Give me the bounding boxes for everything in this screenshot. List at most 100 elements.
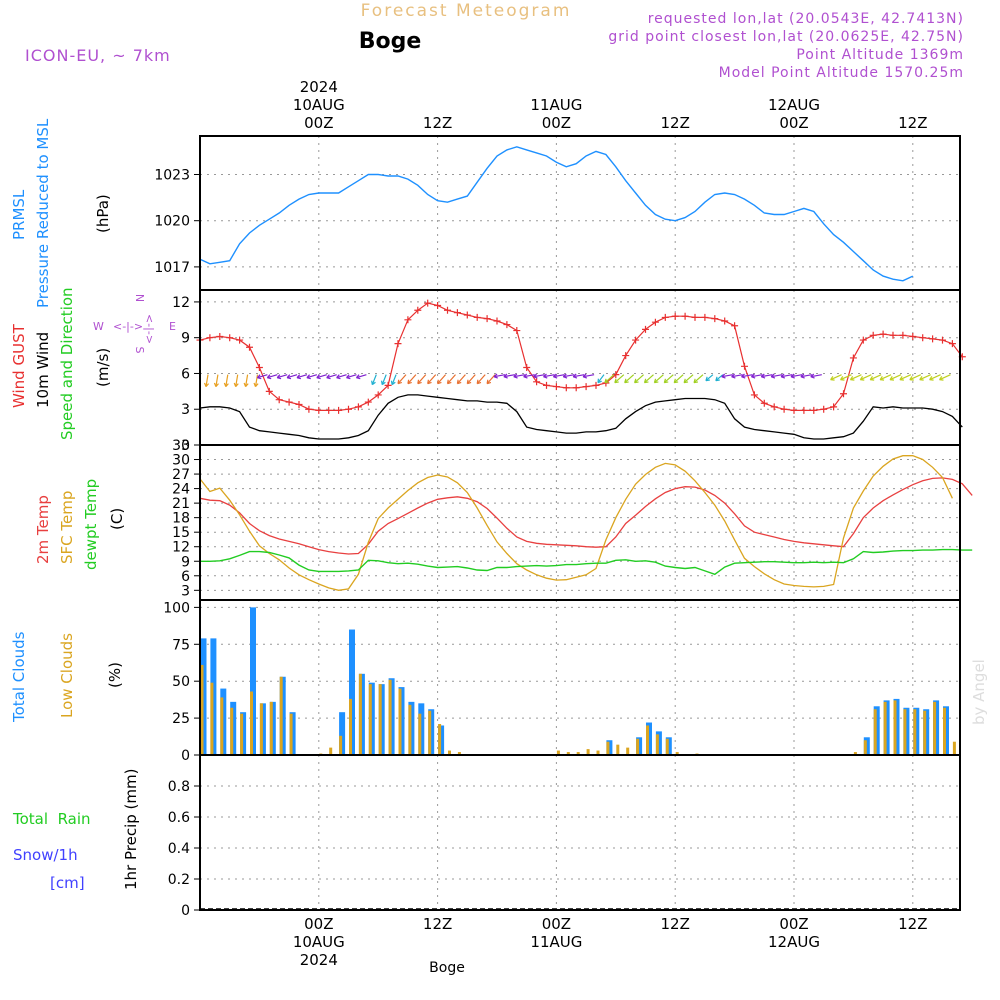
gust-marker bbox=[325, 406, 333, 414]
gust-marker bbox=[246, 343, 253, 351]
wind-arrow bbox=[417, 374, 427, 385]
wind-arrow bbox=[850, 374, 862, 381]
rain-label: Total Rain bbox=[12, 810, 91, 828]
y-tick-label: 50 bbox=[172, 674, 190, 690]
low-cloud-bar bbox=[646, 725, 649, 755]
requested-coords: requested lon,lat (20.0543E, 42.7413N) bbox=[648, 11, 964, 27]
gust-marker bbox=[315, 406, 323, 414]
wind-arrow bbox=[810, 374, 822, 378]
wind-arrowhead bbox=[446, 379, 452, 385]
pressure-name1: PRMSL bbox=[10, 189, 28, 240]
wind-arrowhead bbox=[296, 374, 302, 380]
model-label: ICON-EU, ~ 7km bbox=[25, 46, 171, 65]
bottom-time-label: 2024 bbox=[300, 951, 338, 969]
low-cloud-bar bbox=[418, 713, 422, 755]
wind-arrow bbox=[939, 374, 951, 381]
compass-w: W bbox=[93, 320, 104, 333]
wind-arrowhead bbox=[939, 376, 944, 381]
gust-marker bbox=[790, 406, 798, 414]
wind-arrowhead bbox=[614, 378, 619, 384]
gust-marker bbox=[760, 399, 768, 407]
wind-arrowhead bbox=[705, 376, 710, 382]
wind-arrowhead bbox=[800, 373, 805, 379]
wind-arrowhead bbox=[919, 376, 924, 381]
gust-marker bbox=[929, 335, 937, 343]
speed-dir-label: Speed and Direction bbox=[58, 287, 76, 440]
panel-frame bbox=[199, 289, 961, 446]
bottom-time-label: 12Z bbox=[423, 915, 452, 933]
wind-arrow bbox=[447, 374, 456, 385]
grid-layer bbox=[200, 136, 960, 911]
gust-marker bbox=[731, 322, 739, 330]
low-cloud-bar bbox=[952, 741, 956, 755]
wind-arrowhead bbox=[203, 382, 210, 388]
wind-arrowhead bbox=[899, 376, 904, 381]
gust-marker bbox=[345, 405, 352, 413]
low-cloud-bar bbox=[368, 684, 372, 755]
pressure-unit: (hPa) bbox=[94, 194, 112, 233]
wind-arrowhead bbox=[715, 376, 720, 382]
wind-arrow bbox=[277, 374, 288, 379]
wind-arrow bbox=[929, 374, 941, 381]
gust-marker bbox=[444, 306, 451, 314]
bottom-time-label: 10AUG bbox=[293, 933, 345, 951]
low-cloud-bar bbox=[853, 752, 857, 755]
wind-arrow bbox=[879, 374, 892, 381]
wind-arrow bbox=[663, 374, 674, 384]
gust-marker bbox=[424, 299, 432, 307]
wind-arrow bbox=[215, 374, 219, 387]
model-altitude: Model Point Altitude 1570.25m bbox=[719, 65, 964, 81]
wind-arrow bbox=[693, 374, 704, 384]
gust-marker bbox=[533, 378, 541, 386]
wind-arrowhead bbox=[233, 382, 239, 388]
footer-location: Boge bbox=[429, 960, 465, 976]
wind-arrow bbox=[573, 374, 585, 378]
y-tick-label: 0 bbox=[181, 903, 190, 919]
gust-marker bbox=[840, 390, 847, 398]
wind-arrow bbox=[582, 374, 595, 378]
wind-arrowhead bbox=[407, 379, 412, 385]
top-time-label: 12Z bbox=[423, 114, 452, 132]
wind-arrow bbox=[721, 374, 733, 378]
gust-marker bbox=[899, 331, 907, 339]
wind-arrowhead bbox=[790, 373, 795, 379]
wind-arrowhead bbox=[840, 376, 845, 381]
wind-arrowhead bbox=[523, 373, 528, 379]
wind-arrow bbox=[869, 374, 882, 381]
wind-unit: (m/s) bbox=[94, 348, 112, 387]
low-cloud-bar bbox=[358, 673, 362, 755]
wind-arrowhead bbox=[909, 376, 914, 381]
wind-arrowhead bbox=[849, 376, 855, 381]
gust-marker bbox=[275, 396, 283, 404]
gust-marker bbox=[523, 364, 531, 371]
y-tick-label: 75 bbox=[172, 637, 190, 653]
low-cloud-bar bbox=[259, 703, 263, 755]
wind-arrow bbox=[624, 374, 635, 384]
bottom-time-label: 00Z bbox=[542, 915, 571, 933]
wind-arrow bbox=[731, 374, 743, 378]
wind-arrow bbox=[245, 374, 249, 387]
gridpoint-coords: grid point closest lon,lat (20.0625E, 42… bbox=[608, 29, 964, 45]
wind-arrowhead bbox=[741, 373, 746, 379]
y-tick-label: 15 bbox=[172, 525, 190, 541]
wind-arrowhead bbox=[390, 380, 396, 386]
wind-arrowhead bbox=[243, 382, 249, 388]
gust-marker bbox=[671, 312, 679, 320]
gust-marker bbox=[721, 317, 729, 325]
gust-marker bbox=[939, 336, 946, 344]
wind-arrowhead bbox=[653, 378, 659, 384]
gust-label: Wind GUST bbox=[10, 323, 28, 408]
panel-frame bbox=[199, 599, 961, 756]
wind-arrowhead bbox=[316, 374, 321, 380]
bottom-time-label: 12AUG bbox=[768, 933, 820, 951]
low-cloud-bar bbox=[566, 752, 570, 755]
wind-arrow bbox=[800, 374, 813, 378]
wind-arrowhead bbox=[513, 373, 518, 379]
low-cloud-bar bbox=[596, 750, 600, 755]
y-tick-label: 3 bbox=[181, 583, 190, 599]
t2m-line bbox=[199, 477, 973, 555]
wind-arrowhead bbox=[437, 379, 442, 385]
wind-arrow bbox=[683, 374, 694, 384]
low-cloud-bar bbox=[339, 735, 343, 755]
wind-arrowhead bbox=[213, 382, 219, 388]
